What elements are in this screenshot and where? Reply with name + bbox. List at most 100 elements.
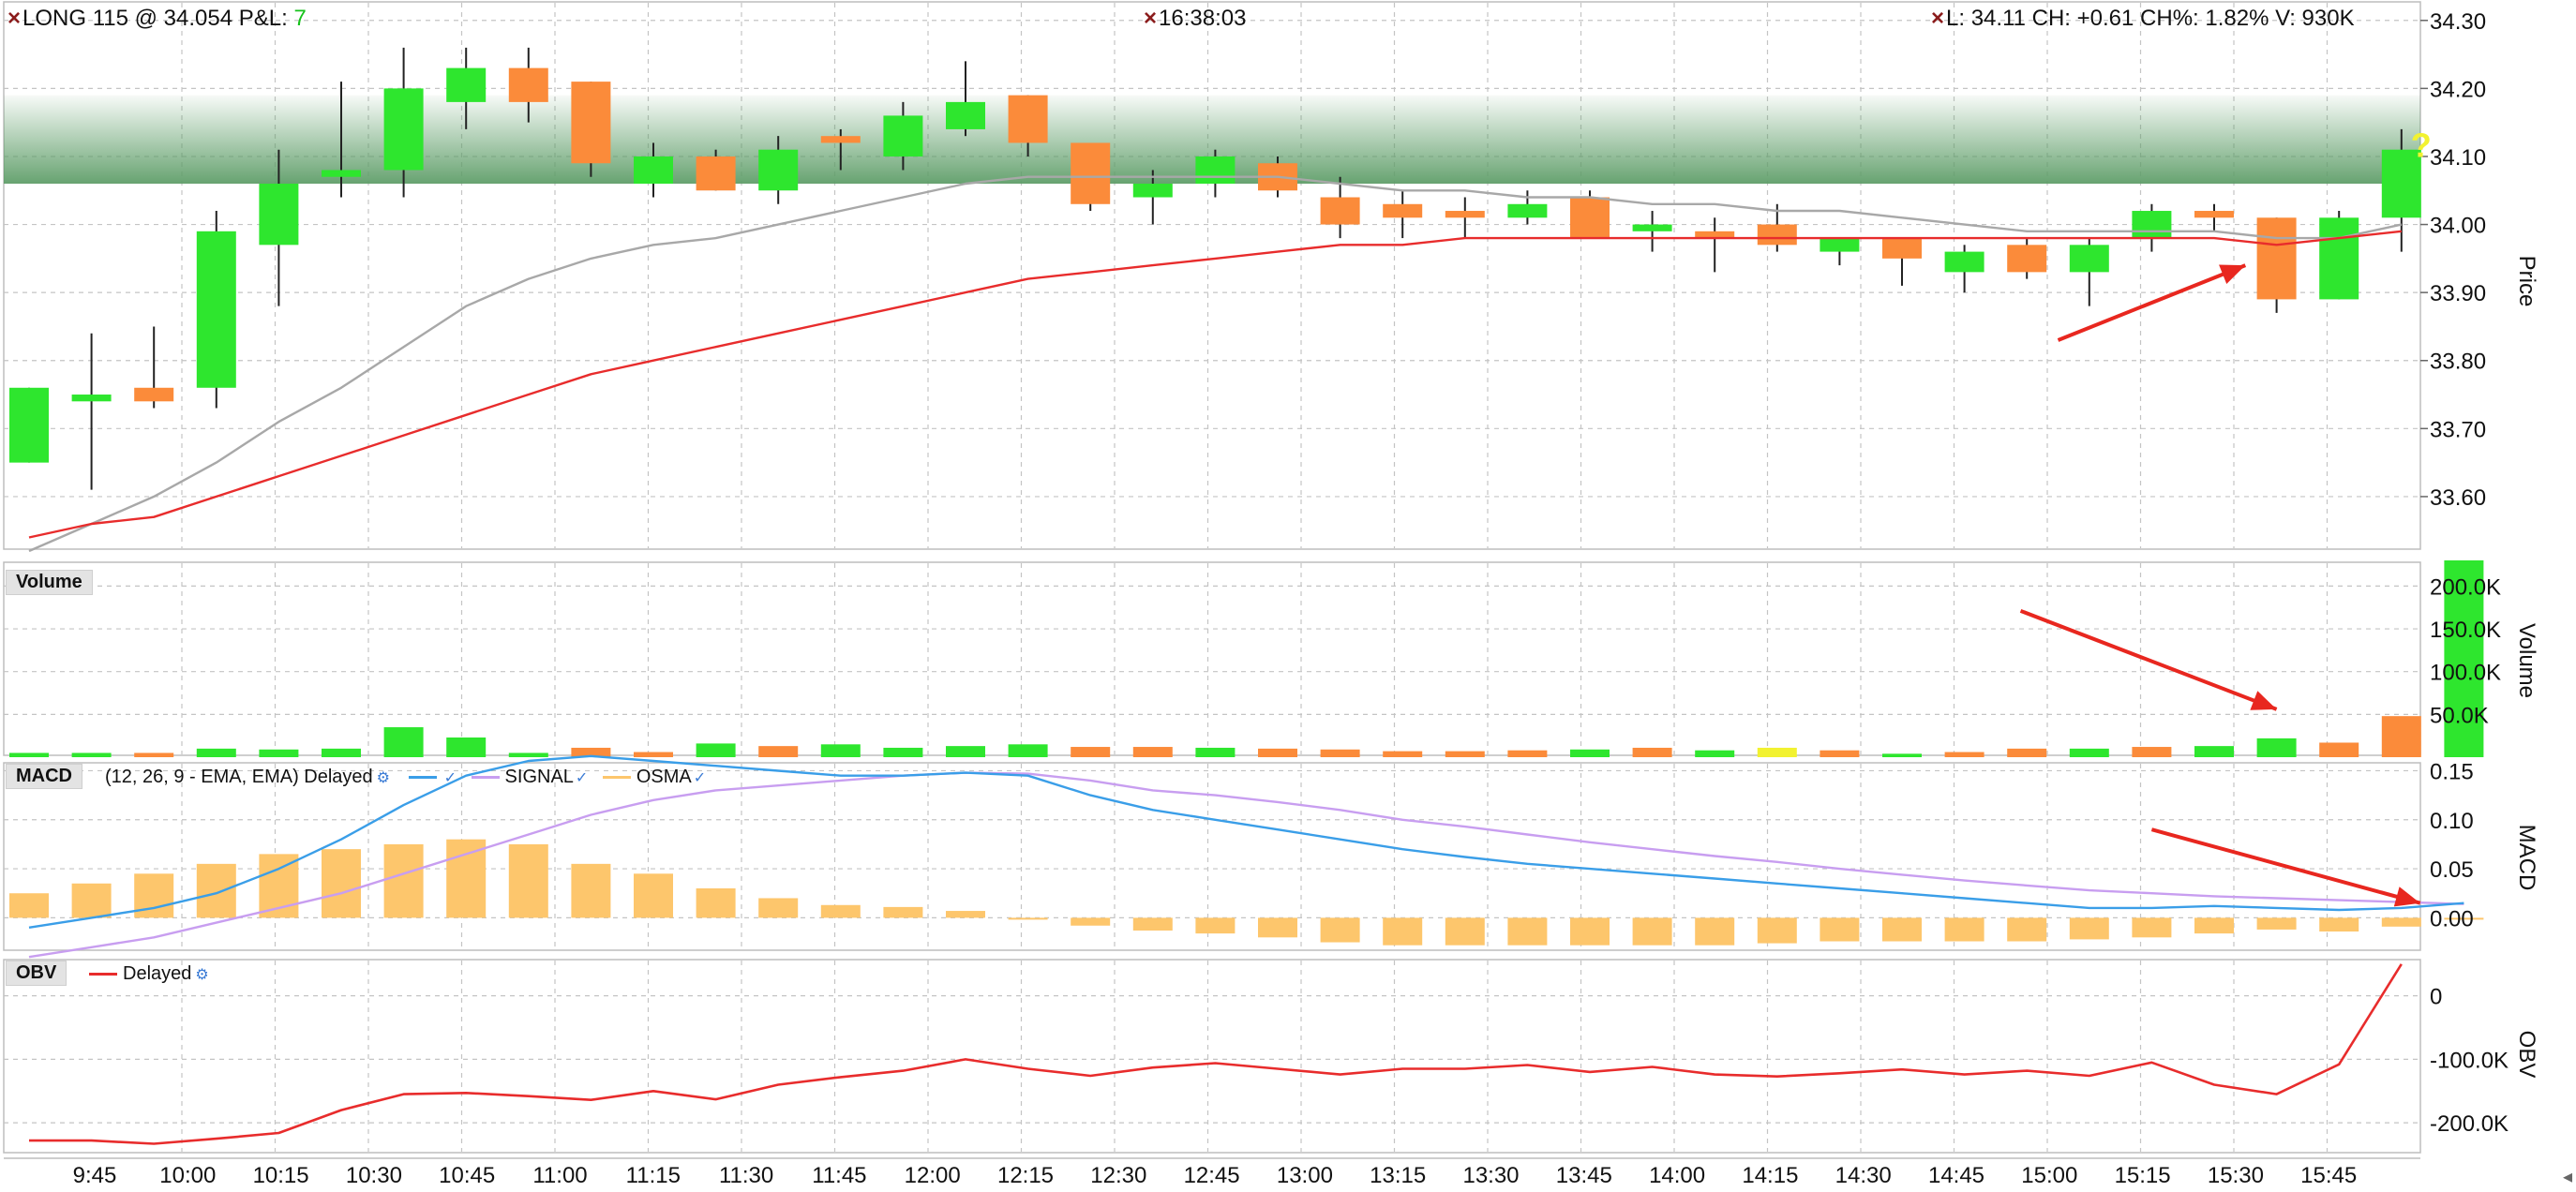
volume-bar[interactable] <box>508 752 548 757</box>
volume-bar[interactable] <box>1944 752 1984 757</box>
candle-body[interactable] <box>383 88 424 171</box>
osma-bar[interactable] <box>1258 917 1297 938</box>
volume-bar[interactable] <box>820 744 861 757</box>
osma-bar[interactable] <box>1320 917 1360 943</box>
volume-bar[interactable] <box>2069 748 2109 757</box>
close-x-icon[interactable]: × <box>7 6 22 31</box>
volume-bar[interactable] <box>2194 746 2234 757</box>
osma-bar[interactable] <box>196 863 236 918</box>
osma-bar[interactable] <box>383 843 424 918</box>
volume-bar[interactable] <box>1570 749 1610 757</box>
scroll-corner-icon[interactable]: ◂ <box>2563 1165 2572 1187</box>
osma-bar[interactable] <box>2069 917 2109 940</box>
volume-bar[interactable] <box>696 743 736 757</box>
osma-bar[interactable] <box>1632 917 1672 946</box>
volume-bar[interactable] <box>2007 748 2047 757</box>
osma-bar[interactable] <box>1008 917 1048 920</box>
checkmark-icon[interactable]: ✓ <box>575 770 589 786</box>
candle-body[interactable] <box>1195 156 1236 184</box>
volume-bar[interactable] <box>1008 744 1048 757</box>
volume-bar[interactable] <box>2256 738 2297 757</box>
candle-body[interactable] <box>1570 197 1610 239</box>
candle-body[interactable] <box>1632 224 1672 231</box>
close-x-icon[interactable]: × <box>1931 6 1945 31</box>
volume-bar[interactable] <box>1195 747 1236 757</box>
osma-bar[interactable] <box>1071 917 1111 926</box>
volume-bar[interactable] <box>1071 747 1111 757</box>
osma-bar[interactable] <box>634 873 673 918</box>
candle-body[interactable] <box>508 67 548 102</box>
candle-body[interactable] <box>1445 211 1485 218</box>
candle-body[interactable] <box>1132 184 1173 198</box>
osma-bar[interactable] <box>696 888 736 918</box>
candle-body[interactable] <box>2069 245 2109 273</box>
candle-body[interactable] <box>1695 231 1735 239</box>
candle-body[interactable] <box>2319 217 2359 300</box>
checkmark-icon[interactable]: ✓ <box>443 770 457 786</box>
osma-bar[interactable] <box>2007 917 2047 942</box>
volume-bar[interactable] <box>1820 750 1860 757</box>
volume-bar[interactable] <box>322 748 361 757</box>
candle-body[interactable] <box>1071 142 1111 204</box>
osma-bar[interactable] <box>2132 917 2172 938</box>
volume-bar[interactable] <box>1383 751 1423 757</box>
volume-bar[interactable] <box>1882 753 1922 757</box>
candle-body[interactable] <box>946 101 985 129</box>
volume-bar[interactable] <box>1320 749 1360 757</box>
osma-bar[interactable] <box>1195 917 1236 934</box>
volume-bar[interactable] <box>259 749 299 757</box>
osma-bar[interactable] <box>1820 917 1860 942</box>
checkmark-icon[interactable]: ✓ <box>693 770 707 786</box>
candle-body[interactable] <box>2007 245 2047 273</box>
osma-bar[interactable] <box>571 863 611 918</box>
candle-body[interactable] <box>9 387 49 463</box>
volume-bar[interactable] <box>1632 747 1672 757</box>
volume-bar[interactable] <box>946 746 985 757</box>
volume-bar[interactable] <box>9 752 49 757</box>
candle-body[interactable] <box>758 149 799 191</box>
settings-gear-icon[interactable]: ⚙ <box>376 770 391 786</box>
volume-bar[interactable] <box>571 747 611 757</box>
candle-body[interactable] <box>259 184 299 246</box>
osma-bar[interactable] <box>946 911 985 918</box>
volume-bar[interactable] <box>134 752 174 757</box>
osma-bar[interactable] <box>2256 917 2297 930</box>
volume-bar[interactable] <box>1507 750 1548 757</box>
osma-bar[interactable] <box>2381 917 2421 927</box>
volume-bar[interactable] <box>1695 750 1735 757</box>
volume-bar[interactable] <box>1757 747 1797 757</box>
osma-bar[interactable] <box>446 839 487 918</box>
osma-bar[interactable] <box>1570 917 1610 946</box>
volume-bar[interactable] <box>196 748 236 757</box>
osma-bar[interactable] <box>1757 917 1797 944</box>
close-x-icon[interactable]: × <box>1144 6 1158 31</box>
candle-body[interactable] <box>2194 211 2234 218</box>
osma-bar[interactable] <box>883 906 923 918</box>
osma-bar[interactable] <box>820 904 861 918</box>
volume-bar[interactable] <box>2132 747 2172 757</box>
volume-bar[interactable] <box>2381 716 2421 757</box>
candle-body[interactable] <box>322 170 361 177</box>
volume-bar[interactable] <box>1258 748 1297 757</box>
osma-bar[interactable] <box>1882 917 1922 942</box>
osma-bar[interactable] <box>2194 917 2234 934</box>
osma-bar[interactable] <box>508 843 548 918</box>
osma-bar[interactable] <box>1445 917 1485 946</box>
osma-bar[interactable] <box>758 898 799 918</box>
candle-body[interactable] <box>634 156 673 184</box>
candle-body[interactable] <box>2381 149 2421 218</box>
volume-bar[interactable] <box>71 752 112 757</box>
osma-bar[interactable] <box>1383 917 1423 946</box>
macd-panel-tag[interactable]: MACD <box>6 764 82 789</box>
candle-body[interactable] <box>1944 251 1984 273</box>
settings-gear-icon[interactable]: ⚙ <box>195 967 209 983</box>
candle-body[interactable] <box>820 136 861 143</box>
candle-body[interactable] <box>446 67 487 102</box>
osma-bar[interactable] <box>2319 917 2359 932</box>
candle-body[interactable] <box>1757 224 1797 246</box>
osma-bar[interactable] <box>2444 917 2484 920</box>
candle-body[interactable] <box>71 395 112 402</box>
osma-bar[interactable] <box>322 849 361 918</box>
osma-bar[interactable] <box>1695 917 1735 946</box>
candle-body[interactable] <box>134 387 174 402</box>
